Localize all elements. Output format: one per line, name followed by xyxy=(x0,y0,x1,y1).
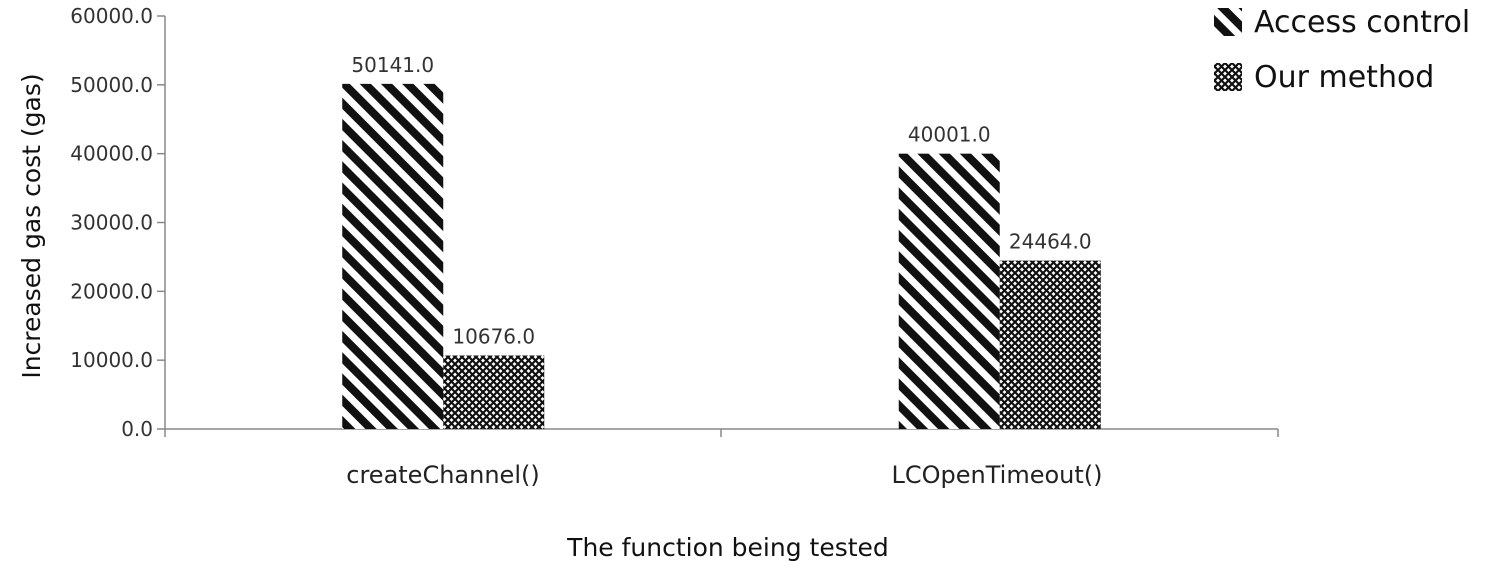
legend-swatch-our-method xyxy=(1214,63,1242,91)
data-label: 24464.0 xyxy=(1009,230,1092,254)
category-label-lcopentimeout: LCOpenTimeout() xyxy=(892,461,1103,489)
y-tick-label: 20000.0 xyxy=(70,279,153,303)
x-axis-title: The function being tested xyxy=(566,533,889,562)
legend: Access control Our method xyxy=(1214,5,1470,95)
y-tick-label: 40000.0 xyxy=(70,142,153,166)
data-label: 10676.0 xyxy=(452,325,535,349)
y-tick-label: 30000.0 xyxy=(70,211,153,235)
data-label: 50141.0 xyxy=(351,53,434,77)
y-axis-title: Increased gas cost (gas) xyxy=(17,73,46,378)
data-label: 40001.0 xyxy=(908,123,991,147)
y-tick-label: 0.0 xyxy=(121,417,153,441)
legend-swatch-access-control xyxy=(1214,8,1242,36)
bar-access-control-1 xyxy=(342,83,444,429)
bar-access-control-2 xyxy=(898,153,1000,429)
y-tick-label: 60000.0 xyxy=(70,4,153,28)
y-tick-label: 50000.0 xyxy=(70,73,153,97)
legend-label-access-control: Access control xyxy=(1254,5,1470,40)
y-tick-label: 10000.0 xyxy=(70,348,153,372)
legend-label-our-method: Our method xyxy=(1254,60,1434,95)
bar-our-method-2 xyxy=(999,260,1101,429)
bar-our-method-1 xyxy=(443,355,545,429)
category-label-createchannel: createChannel() xyxy=(346,461,539,489)
